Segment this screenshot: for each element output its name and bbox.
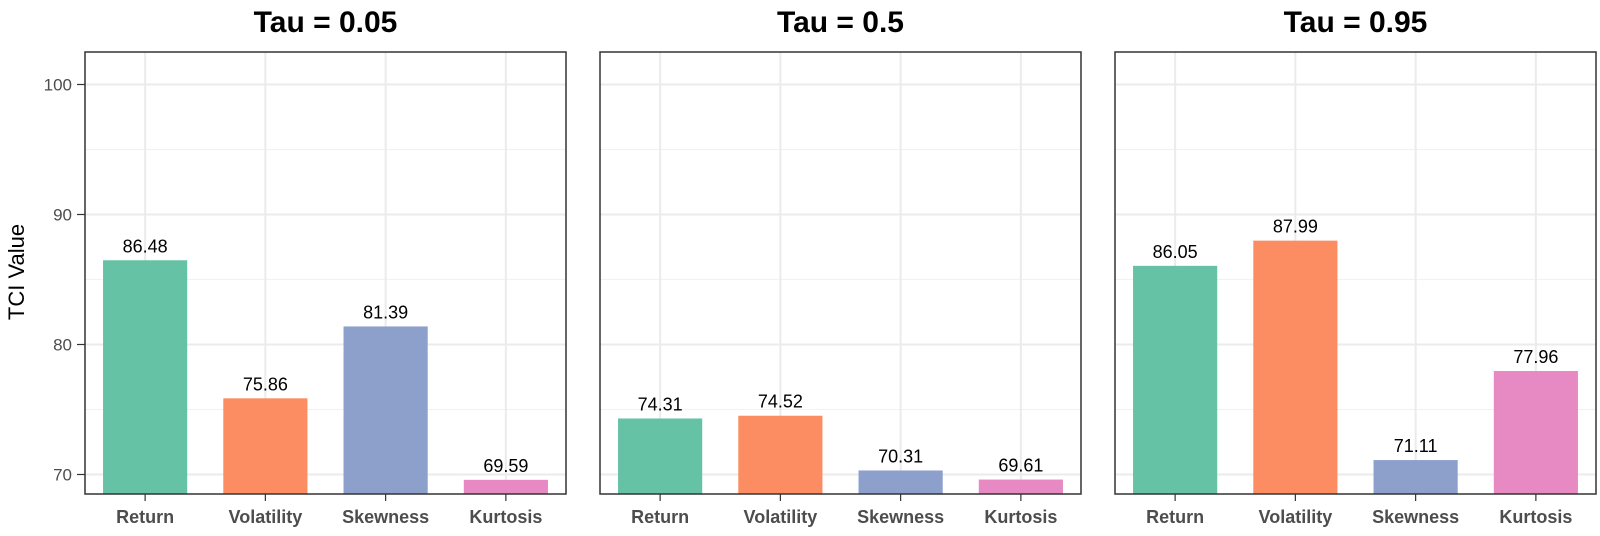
bar-kurtosis	[978, 479, 1063, 494]
data-label: 87.99	[1273, 217, 1318, 237]
data-label: 69.61	[998, 456, 1043, 476]
panel-title: Tau = 0.95	[1284, 6, 1428, 39]
bar-volatility	[738, 415, 823, 494]
x-tick-label: Kurtosis	[469, 507, 542, 527]
data-label: 71.11	[1394, 436, 1438, 456]
panel-border	[599, 51, 1082, 495]
y-tick-label: 100	[44, 76, 72, 95]
data-label: 69.59	[483, 456, 528, 476]
bar-volatility	[223, 398, 308, 494]
bar-return	[618, 418, 703, 494]
x-tick-label: Kurtosis	[1499, 507, 1572, 527]
x-tick-label: Volatility	[229, 507, 303, 527]
x-tick-label: Skewness	[1372, 507, 1459, 527]
bar-skewness	[858, 470, 943, 494]
data-label: 86.05	[1153, 242, 1198, 262]
data-label: 77.96	[1513, 347, 1558, 367]
panel-border	[1114, 51, 1597, 495]
x-tick-label: Skewness	[857, 507, 944, 527]
y-tick-label: 90	[53, 206, 72, 225]
x-tick-label: Return	[116, 507, 174, 527]
panel-title: Tau = 0.05	[254, 6, 398, 39]
data-label: 86.48	[123, 236, 168, 256]
x-tick-label: Return	[1146, 507, 1204, 527]
data-label: 74.52	[758, 392, 803, 412]
y-tick-label: 80	[53, 336, 72, 355]
data-label: 81.39	[363, 302, 408, 322]
bar-skewness	[343, 326, 428, 494]
bar-return	[103, 260, 188, 494]
bar-kurtosis	[1493, 371, 1578, 494]
x-tick-label: Volatility	[1259, 507, 1333, 527]
x-tick-label: Skewness	[342, 507, 429, 527]
x-tick-label: Volatility	[744, 507, 818, 527]
bar-return	[1133, 265, 1218, 494]
y-axis-title: TCI Value	[4, 224, 29, 320]
data-label: 74.31	[638, 394, 683, 414]
data-label: 70.31	[878, 446, 923, 466]
panel-border	[84, 51, 567, 495]
bar-kurtosis	[463, 479, 548, 494]
bar-volatility	[1253, 240, 1338, 494]
y-tick-label: 70	[53, 466, 72, 485]
panel-title: Tau = 0.5	[777, 6, 904, 39]
bar-skewness	[1373, 460, 1458, 494]
x-tick-label: Return	[631, 507, 689, 527]
data-label: 75.86	[243, 374, 288, 394]
x-tick-label: Kurtosis	[984, 507, 1057, 527]
